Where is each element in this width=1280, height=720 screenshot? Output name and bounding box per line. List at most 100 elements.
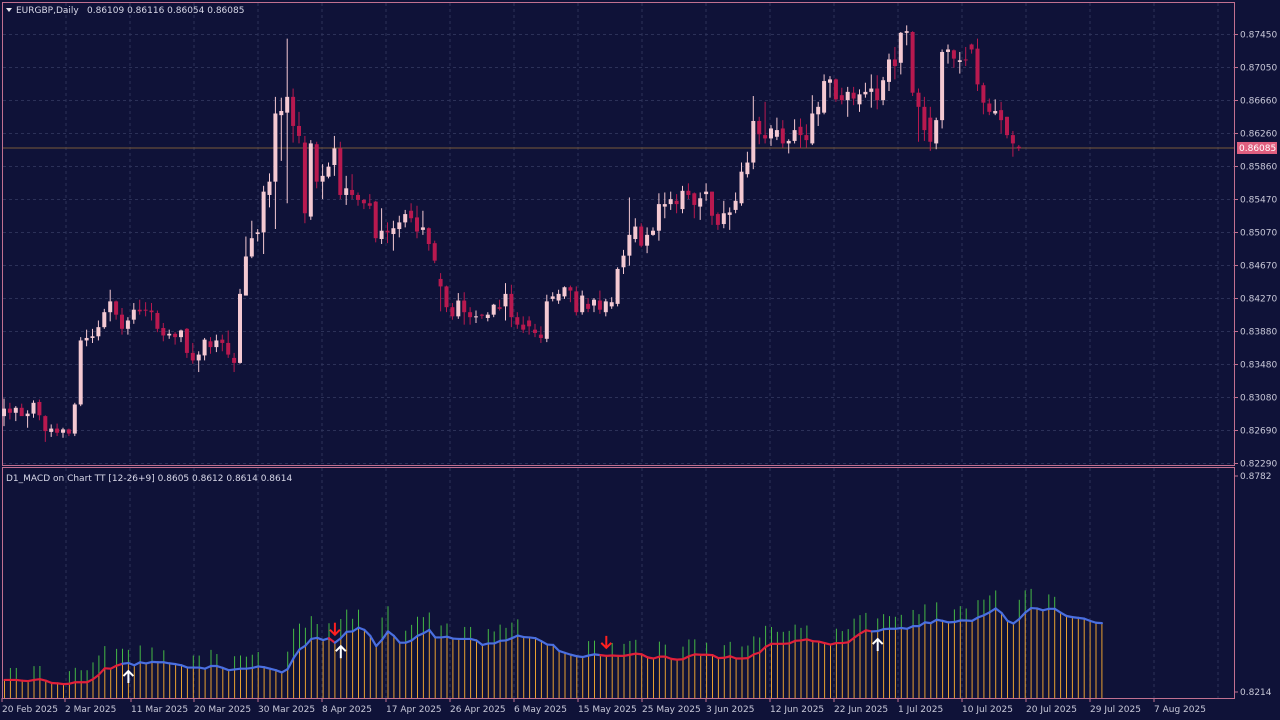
candle-body [220,339,225,343]
macd-panel[interactable]: 0.8782 0.8214 D1_MACD on Chart TT [12-26+… [3,0,1272,699]
candle-body [462,300,467,313]
candle-body [816,106,821,115]
candle [379,208,384,245]
candle-body [592,299,596,306]
candle-body [792,130,797,141]
candle-body [456,300,461,317]
candle-body [715,214,720,225]
candle-body [302,142,307,214]
candle [798,118,803,149]
candle [49,424,54,437]
candle [196,351,201,373]
candle [61,427,65,438]
candle-body [922,106,927,131]
candle [533,323,537,338]
macd-line-segment [333,637,342,644]
macd-line-segment [982,611,991,617]
candle [898,32,903,75]
candle [975,38,980,92]
candle-body [662,204,667,207]
candle-body [403,214,408,223]
macd-line-segment [1012,617,1021,625]
candle [651,227,655,236]
candle-body [538,334,543,338]
candle [916,88,921,142]
candle-body [928,117,933,142]
candle-body [420,227,425,230]
candle [668,191,673,210]
macd-line-segment [534,637,543,643]
candle-body [214,340,219,348]
macd-line-segment [286,657,295,671]
candle-body [769,128,773,139]
candle-body [745,162,750,175]
candle-body [326,166,331,177]
candle-body [415,217,419,232]
candle-body [320,175,325,182]
candle-body [167,333,172,336]
candle [84,329,89,347]
candle-body [25,413,30,417]
buy-arrow-icon [335,644,347,659]
candle [993,99,998,116]
macd-line-segment [746,653,755,660]
candle [922,96,927,141]
x-tick-label: 2 Mar 2025 [65,705,116,715]
candle [857,89,862,112]
price-panel[interactable]: 0.87450 0.87050 0.86660 0.86260 0.85860 0.854… [2,2,1277,470]
candle [108,289,113,322]
candle [656,193,661,241]
candle [344,175,349,205]
y-tick-label: 0.85470 [1240,196,1277,206]
candle [314,141,319,189]
y-tick-label: 0.83480 [1240,361,1277,371]
candle-body [273,113,278,182]
y-tick-label: 0.87050 [1240,64,1277,74]
candle [981,82,986,115]
candle [934,117,939,150]
candle-body [379,230,384,240]
candle [940,49,945,129]
candle-body [238,293,242,363]
candle [456,293,461,319]
candle [574,286,579,316]
candle [928,106,933,151]
candle-body [161,327,166,336]
candle [769,125,773,146]
candle [662,192,667,219]
candle-body [645,234,650,246]
candle [515,312,520,329]
candle [208,337,213,354]
x-tick-label: 1 Jul 2025 [898,705,943,715]
candle-body [869,88,874,92]
candle-body [999,110,1004,121]
candle [951,49,956,68]
candle [302,135,307,224]
candle [291,88,296,143]
candle-body [822,81,827,113]
macd-line-segment [386,630,395,638]
candle-body [143,309,148,311]
candle-body [314,144,319,182]
candle [190,342,195,364]
dropdown-triangle-icon[interactable] [6,8,12,12]
candle [757,116,762,145]
candle [816,101,821,126]
candle [184,327,189,358]
candle [863,82,868,98]
candle [715,212,720,230]
x-tick-label: 7 Aug 2025 [1154,705,1206,715]
candle-body [739,171,744,204]
candle [179,329,183,343]
candle-body [173,333,178,338]
candle-body [491,304,496,315]
candle [833,78,838,102]
candle-body [887,59,891,82]
candle [580,290,585,315]
macd-line-segment [552,643,561,653]
candle-body [857,94,862,105]
x-tick-label: 29 Jul 2025 [1090,705,1141,715]
candle-body [196,354,201,361]
candle [698,192,703,220]
candle-body [833,79,838,100]
